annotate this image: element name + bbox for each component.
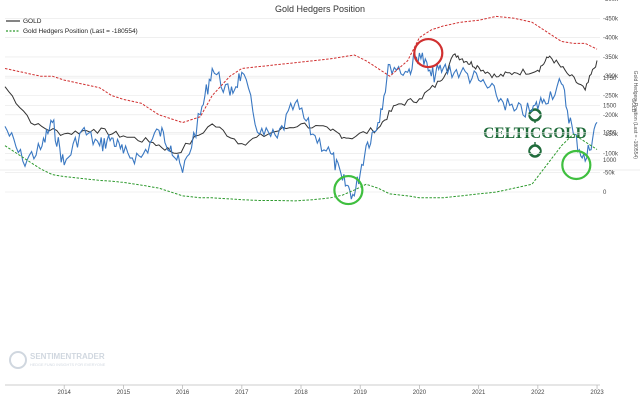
top-y-axis-title: GOLD bbox=[630, 98, 636, 113]
bottom-y-tick-label: -450k bbox=[603, 16, 619, 22]
x-tick-label: 2019 bbox=[354, 390, 368, 396]
bottom-y-tick-label: -250k bbox=[603, 94, 619, 100]
x-tick-label: 2021 bbox=[472, 390, 486, 396]
bottom-y-tick-label: -100k bbox=[603, 151, 619, 157]
chart-title: Gold Hedgers Position bbox=[275, 4, 365, 14]
upper-band-line bbox=[4, 133, 598, 202]
bottom-y-tick-label: -200k bbox=[603, 113, 619, 119]
bottom-y-tick-label: -150k bbox=[603, 132, 619, 138]
x-tick-label: 2016 bbox=[176, 390, 190, 396]
top-y-tick-label: 1250 bbox=[603, 131, 617, 137]
bottom-y-tick-label: -500k bbox=[603, 0, 619, 3]
bottom-y-tick-label: 0 bbox=[603, 190, 607, 196]
series bbox=[4, 15, 598, 202]
highlight-circle-1 bbox=[333, 174, 364, 206]
bottom-y-axis-title: Gold Hedgers Position (Last = -180554) bbox=[632, 71, 638, 160]
bottom-y-tick-label: -400k bbox=[603, 36, 619, 42]
annotations bbox=[333, 37, 592, 206]
axes: 1000 1250 1500 1750 GOLD 0 -50k -100k -150k -200k… bbox=[5, 0, 638, 396]
bottom-y-tick-label: -50k bbox=[603, 171, 616, 177]
x-tick-label: 2022 bbox=[531, 390, 545, 396]
highlight-circle-3 bbox=[561, 149, 592, 181]
legend-label-gold: GOLD bbox=[23, 18, 42, 25]
legend-label-hedgers: Gold Hedgers Position (Last = -180554) bbox=[23, 28, 138, 35]
bottom-y-tick-label: -350k bbox=[603, 55, 619, 61]
highlight-circle-2 bbox=[413, 37, 444, 69]
grid bbox=[0, 17, 640, 193]
watermark-tagline: HEDGE FUND INSIGHTS FOR EVERYONE bbox=[30, 363, 106, 367]
sentimentrader-watermark: SENTIMENTRADER HEDGE FUND INSIGHTS FOR E… bbox=[9, 351, 106, 369]
sentimentrader-logo-icon bbox=[9, 351, 27, 369]
lower-band-line bbox=[4, 15, 598, 124]
bottom-y-tick-label: -300k bbox=[603, 74, 619, 80]
hedgers-position-line bbox=[4, 52, 598, 200]
x-tick-label: 2020 bbox=[413, 390, 427, 396]
top-y-tick-label: 1000 bbox=[603, 158, 617, 164]
x-tick-label: 2015 bbox=[117, 390, 131, 396]
top-y-tick-label: 1750 bbox=[603, 76, 617, 82]
x-tick-label: 2014 bbox=[58, 390, 72, 396]
logo-text: CELTICGOLD bbox=[483, 125, 587, 142]
x-tick-label: 2023 bbox=[590, 390, 604, 396]
x-tick-label: 2017 bbox=[235, 390, 249, 396]
legend: GOLD Gold Hedgers Position (Last = -1805… bbox=[6, 18, 138, 35]
x-tick-label: 2018 bbox=[294, 390, 308, 396]
top-y-tick-label: 1500 bbox=[603, 103, 617, 109]
gold-price-line bbox=[4, 53, 598, 154]
watermark-brand: SENTIMENTRADER bbox=[30, 352, 105, 361]
